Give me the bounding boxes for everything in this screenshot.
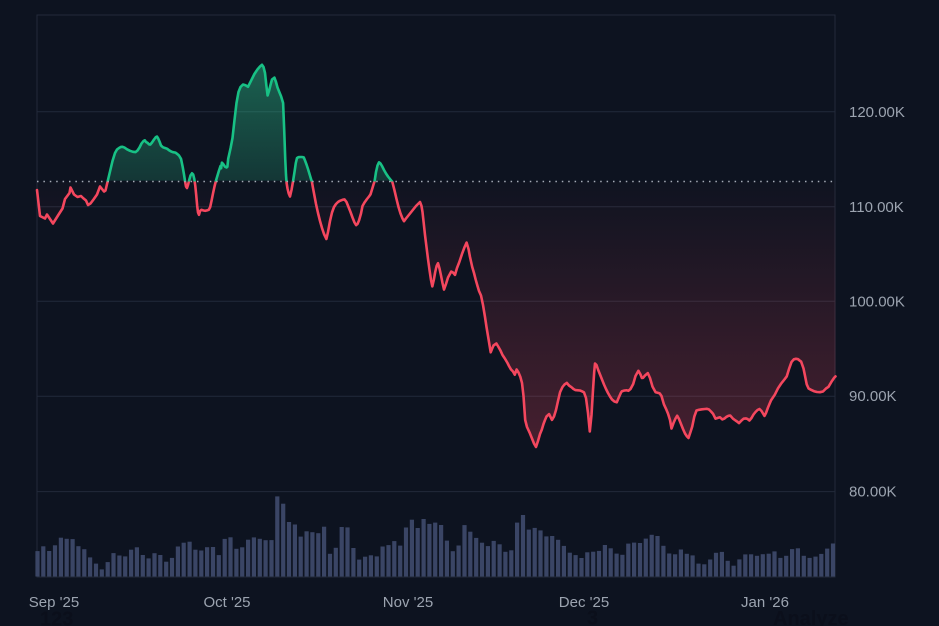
svg-text:Oct '25: Oct '25 xyxy=(203,594,250,611)
svg-text:Nov '25: Nov '25 xyxy=(383,594,433,611)
svg-text:90.00K: 90.00K xyxy=(849,388,897,405)
svg-text:Dec '25: Dec '25 xyxy=(559,594,609,611)
svg-text:Jan '26: Jan '26 xyxy=(741,594,789,611)
svg-text:Analyze: Analyze xyxy=(773,608,849,626)
svg-text:123: 123 xyxy=(40,609,73,626)
svg-text:120.00K: 120.00K xyxy=(849,104,905,121)
svg-text:80.00K: 80.00K xyxy=(849,484,897,501)
svg-text:100.00K: 100.00K xyxy=(849,293,905,310)
svg-text:3: 3 xyxy=(587,608,598,626)
svg-text:Sep '25: Sep '25 xyxy=(29,594,79,611)
svg-text:110.00K: 110.00K xyxy=(849,199,904,216)
